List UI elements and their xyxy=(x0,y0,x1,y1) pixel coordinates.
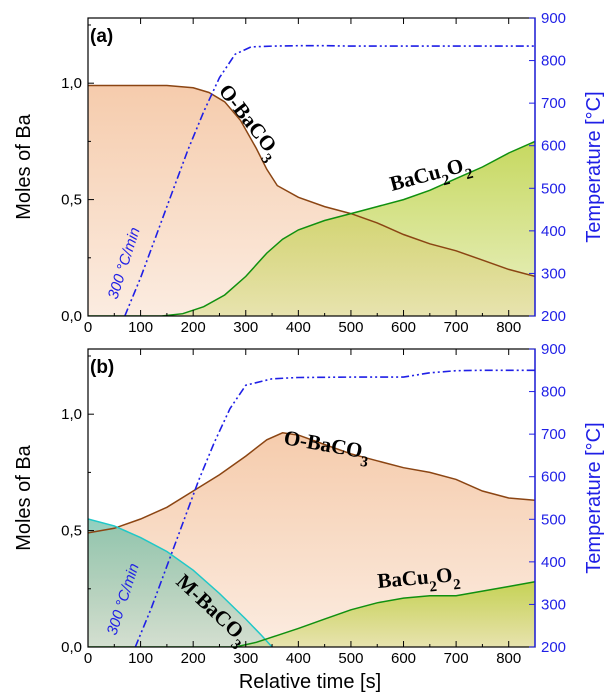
y2-tick-label: 300 xyxy=(541,596,566,613)
o-baco3-line xyxy=(88,432,535,534)
bacu2o2-annotation-text2: O xyxy=(435,563,453,588)
y-tick-label: 1,0 xyxy=(61,406,82,423)
bacu2o2-annotation: BaCu2O2 xyxy=(376,562,461,600)
o-baco3-line xyxy=(88,84,535,278)
x-tick-label: 100 xyxy=(128,650,153,667)
y2-tick-label: 400 xyxy=(541,554,566,571)
bacu2o2-annotation-sub2: 2 xyxy=(453,577,462,594)
temperature-line xyxy=(134,369,535,647)
x-tick-label: 700 xyxy=(444,319,469,336)
y2-tick-label: 500 xyxy=(541,180,566,197)
o-baco3-annotation-sub: 3 xyxy=(359,454,369,471)
x-tick-label: 500 xyxy=(338,650,363,667)
y2-axis-label: Temperature [°C] xyxy=(583,422,605,573)
y2-tick-label: 800 xyxy=(541,384,566,401)
y2-tick-label: 700 xyxy=(541,95,566,112)
y-axis-label: Moles of Ba xyxy=(13,444,35,550)
x-tick-label: 300 xyxy=(233,319,258,336)
bacu2o2-annotation-sub2: 2 xyxy=(464,166,475,183)
bacu2o2-line xyxy=(88,581,535,647)
x-axis-label: Relative time [s] xyxy=(239,671,381,693)
y-tick-label: 0,5 xyxy=(61,192,82,209)
y2-tick-label: 900 xyxy=(541,341,566,358)
x-tick-label: 800 xyxy=(496,319,521,336)
x-tick-label: 600 xyxy=(391,650,416,667)
y2-tick-label: 600 xyxy=(541,469,566,486)
panel-b: 0 100 200 300 400 500 600 700 800 0,0 0,5 1,0 200 300… xyxy=(13,341,605,667)
y-tick-label: 1,0 xyxy=(61,75,82,92)
m-baco3-line xyxy=(88,518,273,647)
y-tick-label: 0,5 xyxy=(61,523,82,540)
y-axis-label: Moles of Ba xyxy=(13,113,35,219)
x-tick-label: 400 xyxy=(286,319,311,336)
y-tick-label: 0,0 xyxy=(61,308,82,325)
y2-tick-label: 900 xyxy=(541,10,566,27)
y2-tick-label: 300 xyxy=(541,265,566,282)
temperature-line xyxy=(124,44,535,316)
y2-tick-label: 800 xyxy=(541,53,566,70)
y2-axis-label: Temperature [°C] xyxy=(583,91,605,242)
bacu2o2-annotation-text2: O xyxy=(444,153,466,180)
bacu2o2-line xyxy=(88,140,535,316)
y2-tick-label: 600 xyxy=(541,138,566,155)
panel-a: 0 100 200 300 400 500 600 700 800 0,0 0,5 1,0 200 300… xyxy=(13,10,605,336)
x-tick-label: 700 xyxy=(444,650,469,667)
panel-label: (a) xyxy=(90,26,113,47)
bacu2o2-annotation-text: BaCu xyxy=(376,565,430,593)
y2-tick-label: 700 xyxy=(541,426,566,443)
x-tick-label: 100 xyxy=(128,319,153,336)
x-tick-label: 400 xyxy=(286,650,311,667)
x-tick-label: 200 xyxy=(181,319,206,336)
bacu2o2-area xyxy=(88,141,535,316)
x-tick-label: 200 xyxy=(181,650,206,667)
chart-panels: 0 100 200 300 400 500 600 700 8000,00,51,0200300… xyxy=(13,10,605,667)
m-baco3-area xyxy=(88,519,273,647)
y2-tick-label: 200 xyxy=(541,308,566,325)
x-tick-label: 600 xyxy=(391,319,416,336)
bacu2o2-annotation-sub: 2 xyxy=(441,172,452,189)
x-tick-label: 0 xyxy=(84,319,92,336)
y2-tick-label: 400 xyxy=(541,223,566,240)
panel-label: (b) xyxy=(90,357,114,378)
x-tick-label: 0 xyxy=(84,650,92,667)
plot-area xyxy=(88,44,535,316)
x-tick-label: 300 xyxy=(233,650,258,667)
y2-tick-label: 200 xyxy=(541,639,566,656)
x-tick-label: 500 xyxy=(338,319,363,336)
x-tick-label: 800 xyxy=(496,650,521,667)
bacu2o2-area xyxy=(88,581,535,647)
y-tick-label: 0,0 xyxy=(61,639,82,656)
plot-area xyxy=(88,369,535,647)
y2-tick-label: 500 xyxy=(541,511,566,528)
bacu2o2-annotation-sub: 2 xyxy=(429,579,438,596)
